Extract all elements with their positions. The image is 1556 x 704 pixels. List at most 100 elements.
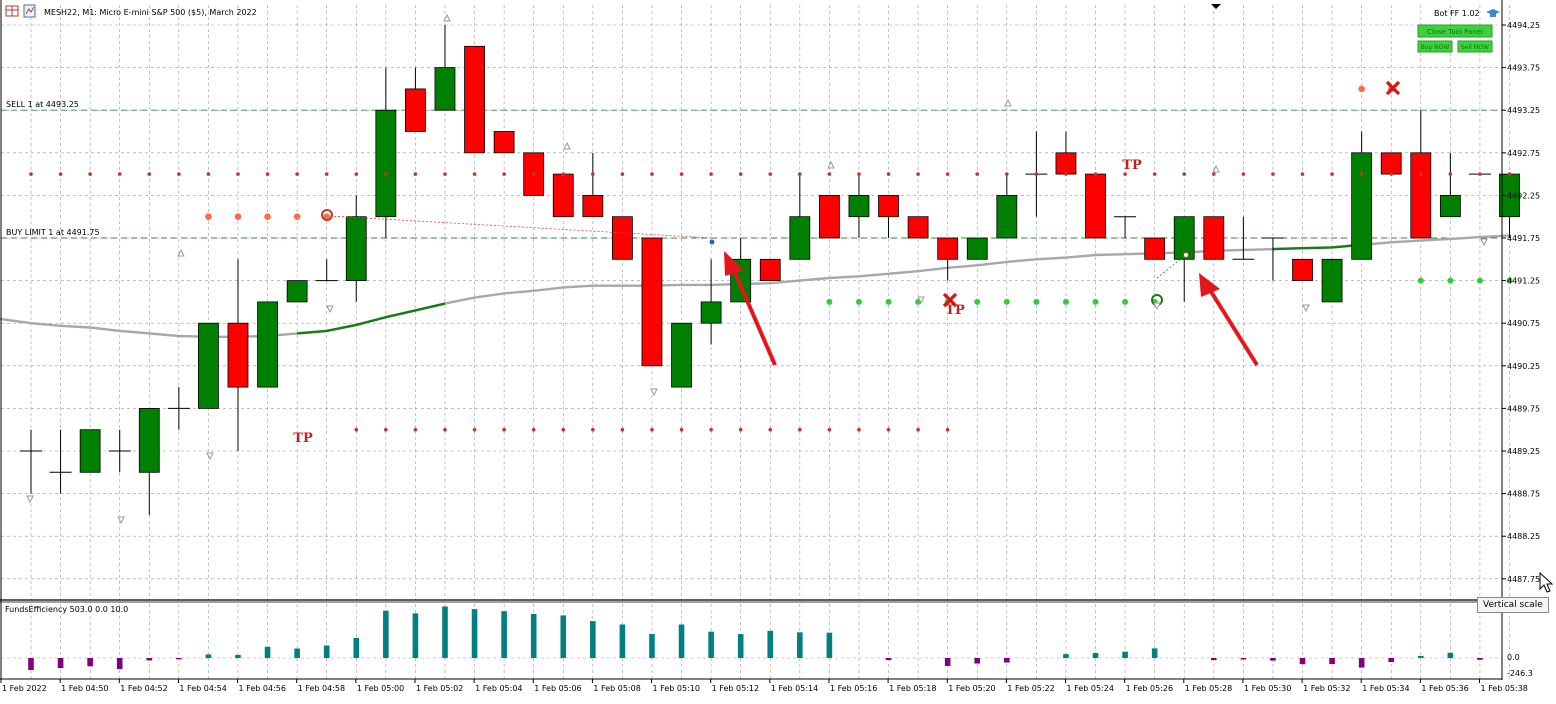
candle	[1114, 216, 1137, 238]
funds-bar	[1270, 658, 1276, 661]
tp-level-dot	[886, 427, 891, 432]
candle-body	[227, 322, 249, 388]
tp-level-dot	[324, 172, 329, 176]
order-point	[1183, 252, 1189, 258]
tp-level-dot	[1478, 172, 1482, 176]
candle-body	[612, 216, 633, 260]
candle-body	[937, 237, 959, 260]
fractal-up-arrow	[443, 13, 451, 22]
indicator-tick-min: -246.3	[1507, 669, 1533, 678]
funds-bar	[737, 634, 744, 658]
tp-level-dot	[206, 172, 211, 176]
tp-level-dot	[561, 427, 566, 432]
close-cross-marker	[1385, 80, 1401, 96]
tp-level-dot	[1389, 172, 1394, 176]
candle	[700, 259, 722, 345]
candle	[818, 194, 840, 239]
funds-bar	[708, 631, 714, 658]
candle	[434, 25, 456, 111]
candle-body	[1203, 216, 1225, 260]
tp-level-dot	[945, 172, 950, 176]
candle-body	[286, 280, 308, 303]
funds-bar	[294, 648, 300, 658]
candle	[1203, 216, 1225, 260]
candle-body	[878, 194, 899, 218]
candle	[493, 131, 515, 154]
buy-level-dot	[1092, 298, 1099, 305]
x-tick-label: 1 Feb 04:52	[120, 684, 167, 693]
candle-body	[1085, 173, 1106, 239]
tp-level-dot	[177, 172, 181, 176]
sell-order-label: SELL 1 at 4493.25	[6, 100, 79, 109]
funds-bar	[471, 609, 478, 658]
funds-bar	[1092, 652, 1099, 658]
tp-level-dot	[945, 427, 950, 432]
candle-body	[1410, 152, 1432, 239]
tp-level-dot	[650, 427, 654, 432]
chart-grid-icon[interactable]	[5, 5, 19, 17]
tp-level-dot	[1507, 172, 1512, 176]
funds-bar	[826, 632, 833, 658]
y-tick-label: 4492.75	[1507, 149, 1540, 158]
order-point	[709, 239, 715, 245]
funds-bar	[1151, 648, 1158, 658]
buy-level-dot	[885, 298, 892, 305]
y-tick-label: 4491.25	[1507, 277, 1540, 286]
candle-body	[493, 131, 515, 154]
candle	[848, 174, 870, 238]
candle	[49, 429, 72, 494]
close-tool-panel-button[interactable]: Close Tool Panel	[1417, 24, 1493, 38]
buy-level-dot	[1476, 277, 1483, 284]
candle-body	[907, 216, 929, 239]
x-tick-label: 1 Feb 04:58	[298, 684, 345, 693]
candle-body	[375, 109, 397, 218]
tp-level-dot	[1271, 172, 1275, 176]
tp-level-dot	[147, 172, 152, 176]
chart-type-icon[interactable]	[23, 4, 36, 18]
candle-body	[1173, 216, 1195, 260]
candle	[996, 174, 1018, 239]
fractal-down-arrow	[206, 452, 214, 461]
tp-label: TP	[945, 303, 965, 318]
buy-level-dot	[974, 298, 981, 305]
y-tick-label: 4489.25	[1507, 447, 1540, 456]
chart-shift-marker[interactable]	[1211, 4, 1221, 9]
x-tick-label: 1 Feb 05:22	[1007, 684, 1054, 693]
moving-average-line	[0, 234, 1510, 338]
tp-level-dot	[827, 427, 832, 432]
y-tick-label: 4491.75	[1507, 234, 1540, 243]
funds-bar	[1388, 658, 1395, 663]
candle	[759, 258, 781, 281]
candle	[227, 259, 249, 451]
buy-limit-order-label: BUY LIMIT 1 at 4491.75	[6, 228, 100, 237]
funds-bar	[323, 645, 330, 658]
candle	[1085, 173, 1106, 239]
candle	[1261, 237, 1284, 281]
funds-bar	[383, 610, 389, 658]
candle-body	[1351, 152, 1373, 260]
tp-level-dot	[295, 172, 299, 176]
funds-bar	[1447, 652, 1454, 658]
funds-bar	[560, 615, 567, 658]
funds-bar	[944, 658, 951, 666]
indicator-title: FundsEfficiency 503.0 0.0 10.0	[5, 605, 128, 614]
candle	[641, 237, 663, 367]
funds-bar	[974, 658, 981, 664]
buy-level-dot	[855, 298, 862, 305]
candle	[552, 173, 574, 218]
x-tick-label: 1 Feb 05:10	[653, 684, 700, 693]
funds-bar	[235, 654, 241, 658]
buy-now-button[interactable]: Buy NOW	[1417, 40, 1453, 53]
candle	[20, 429, 42, 494]
x-tick-label: 1 Feb 05:30	[1244, 684, 1291, 693]
candle	[671, 322, 692, 388]
sell-now-button[interactable]: Sell NOW	[1457, 40, 1493, 53]
buy-level-dot	[1447, 277, 1454, 284]
fractal-down-arrow	[1480, 238, 1488, 247]
x-tick-label: 1 Feb 2022	[2, 684, 47, 693]
candle-body	[79, 429, 101, 473]
funds-bar	[1417, 655, 1424, 658]
tp-level-dot	[384, 172, 388, 176]
y-tick-label: 4487.75	[1507, 575, 1540, 584]
